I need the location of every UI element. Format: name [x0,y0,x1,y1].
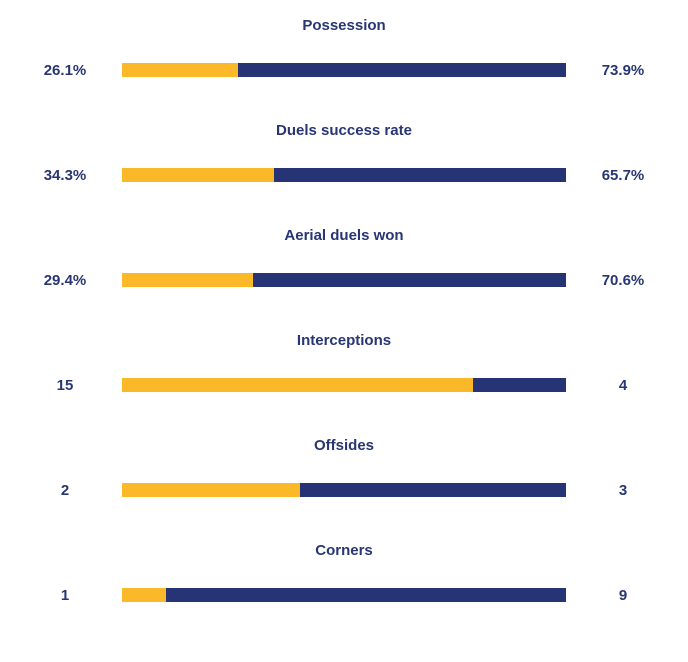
stat-title: Interceptions [296,332,392,349]
stat-bar [122,483,566,497]
stat-away-value: 65.7% [601,167,645,184]
stat-home-value: 29.4% [43,272,87,289]
stat-away-value: 3 [618,482,628,499]
stat-title: Aerial duels won [284,227,404,244]
stat-away-value: 70.6% [601,272,645,289]
stat-bar [122,378,566,392]
stat-bar [122,588,566,602]
stat-bar [122,168,566,182]
stat-title: Corners [315,542,373,559]
stat-aerial-duels-won: Aerial duels won 29.4% 70.6% [0,210,688,315]
stat-bar-home-fill [122,588,167,602]
stat-bar-home-fill [122,378,473,392]
stat-interceptions: Interceptions 15 4 [0,315,688,420]
stat-away-value: 4 [618,377,628,394]
stat-home-value: 1 [60,587,70,604]
stat-bar-home-fill [122,63,238,77]
stat-away-value: 73.9% [601,62,645,79]
stat-bar [122,63,566,77]
stat-title: Possession [302,17,386,34]
stat-duels-success-rate: Duels success rate 34.3% 65.7% [0,105,688,210]
stat-offsides: Offsides 2 3 [0,420,688,525]
stat-away-value: 9 [618,587,628,604]
stat-title: Duels success rate [276,122,412,139]
stat-home-value: 15 [56,377,74,394]
stat-bar-home-fill [122,483,300,497]
stat-title: Offsides [313,437,374,454]
stat-home-value: 34.3% [43,167,87,184]
stat-bar-home-fill [122,273,253,287]
stat-bar [122,273,566,287]
stat-home-value: 26.1% [43,62,87,79]
stat-possession: Possession 26.1% 73.9% [0,0,688,105]
stat-corners: Corners 1 9 [0,525,688,630]
stat-home-value: 2 [60,482,70,499]
stat-bar-home-fill [122,168,275,182]
